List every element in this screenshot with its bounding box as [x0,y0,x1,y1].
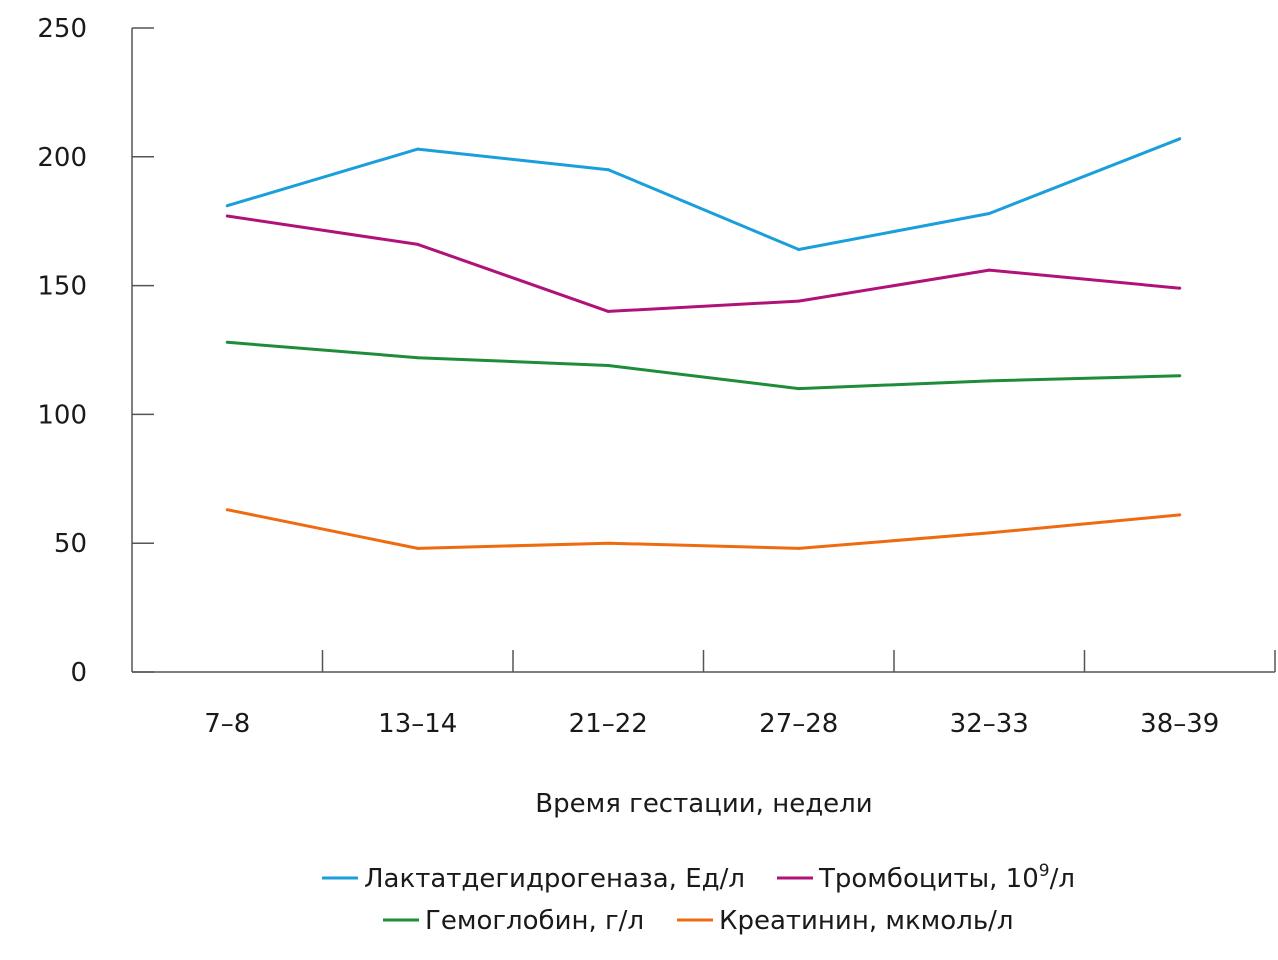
x-axis-title: Время гестации, недели [535,789,872,819]
x-tick-label: 32–33 [950,709,1029,739]
legend-label-superscript: 9 [1039,861,1050,881]
series-layer [225,137,1182,550]
legend-item-4: Креатинин, мкмоль/л [677,906,1014,936]
data-point [797,546,801,550]
legend-label: Лактатдегидрогеназа, Ед/л [364,864,745,894]
data-point [606,363,610,367]
data-point [416,356,420,360]
data-point [797,387,801,391]
data-point [1178,513,1182,517]
legend-item-2: Тромбоциты, 109/л [777,861,1075,894]
x-tick-label: 21–22 [569,709,648,739]
y-tick-label: 200 [37,143,87,173]
y-tick-label: 0 [70,658,87,688]
data-point [1178,137,1182,141]
data-point [987,211,991,215]
x-tick-label: 38–39 [1140,709,1219,739]
legend-label: Гемоглобин, г/л [425,906,644,936]
x-axis: 7–8 13–14 21–22 27–28 32–33 38–39 [132,650,1276,739]
legend-label-tail: /л [1050,864,1075,894]
series-line-1 [226,137,1181,251]
legend-item-3: Гемоглобин, г/л [383,906,644,936]
data-point [987,531,991,535]
data-point [416,242,420,246]
y-tick-label: 250 [37,14,87,44]
x-tick-label: 13–14 [378,709,457,739]
y-axis: 0 50 100 150 200 250 [37,14,154,688]
data-point [225,340,229,344]
series-line-2 [227,214,1180,313]
data-point [797,299,801,303]
data-point [1178,286,1182,290]
data-point [1178,374,1182,378]
legend-label-base: Тромбоциты, 10 [818,864,1039,894]
data-point [416,546,420,550]
data-point [225,214,229,218]
x-tick-label: 27–28 [759,709,838,739]
data-point [987,268,991,272]
y-tick-label: 150 [37,272,87,302]
series-line-3 [227,340,1180,391]
legend-label: Креатинин, мкмоль/л [719,906,1014,936]
data-point [416,147,420,151]
legend: Лактатдегидрогеназа, Ед/л Тромбоциты, 109… [322,861,1075,936]
legend-item-1: Лактатдегидрогеназа, Ед/л [322,864,745,894]
data-point [225,508,229,512]
data-point [606,541,610,545]
data-point [225,204,229,208]
legend-label: Тромбоциты, 109/л [818,861,1075,894]
data-point [606,309,610,313]
data-point [606,168,610,172]
y-tick-label: 50 [54,529,87,559]
x-tick-label: 7–8 [204,709,250,739]
series-line-4 [227,508,1180,550]
y-tick-label: 100 [37,400,87,430]
data-point [797,248,801,252]
data-point [987,379,991,383]
